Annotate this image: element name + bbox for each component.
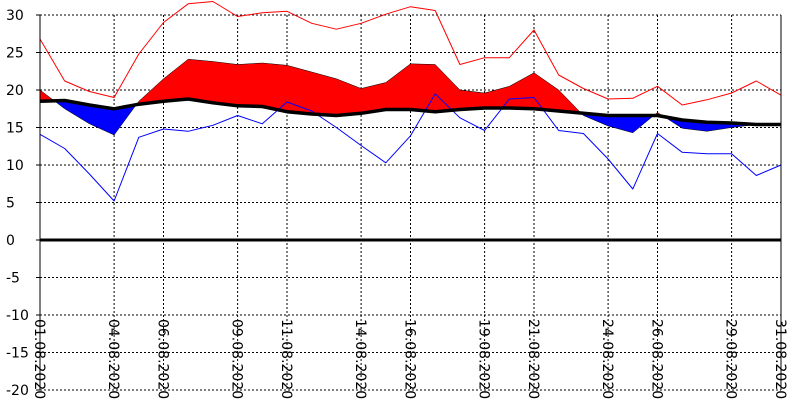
x-tick-label: 14.08.2020 [352, 319, 368, 399]
y-tick-label: 20 [6, 83, 24, 99]
max-temperature-line [39, 1, 782, 106]
tick-labels: 30 25 20 15 10 5 0 -5 -10 -15 -20 01.08.2020 04.08.2… [6, 8, 788, 399]
y-tick-label: -5 [6, 271, 20, 287]
y-tick-label: 15 [6, 121, 24, 137]
y-tick-label: -10 [6, 308, 29, 324]
x-tick-label: 26.08.2020 [649, 319, 665, 399]
series-lines [39, 1, 782, 202]
y-tick-label: 10 [6, 158, 24, 174]
y-tick-label: 25 [6, 46, 24, 62]
x-tick-label: 01.08.2020 [31, 319, 47, 399]
x-tick-label: 04.08.2020 [105, 319, 121, 399]
x-tick-label: 09.08.2020 [229, 319, 245, 399]
y-tick-label: -20 [6, 383, 29, 399]
x-tick-label: 06.08.2020 [155, 319, 171, 399]
normal-temperature-line [39, 97, 781, 127]
axes [36, 14, 782, 391]
x-tick-label: 21.08.2020 [525, 319, 541, 399]
x-tick-label: 31.08.2020 [772, 319, 788, 399]
y-tick-label: -15 [6, 346, 29, 362]
grid [39, 14, 782, 391]
x-tick-label: 19.08.2020 [476, 319, 492, 399]
x-tick-label: 16.08.2020 [402, 319, 418, 399]
y-tick-label: 30 [6, 8, 24, 24]
x-tick-label: 24.08.2020 [599, 319, 615, 399]
x-tick-label: 29.08.2020 [723, 319, 739, 399]
y-tick-label: 5 [6, 196, 15, 212]
y-tick-label: 0 [6, 233, 15, 249]
min-temperature-line [39, 93, 782, 202]
x-tick-label: 11.08.2020 [278, 319, 294, 399]
